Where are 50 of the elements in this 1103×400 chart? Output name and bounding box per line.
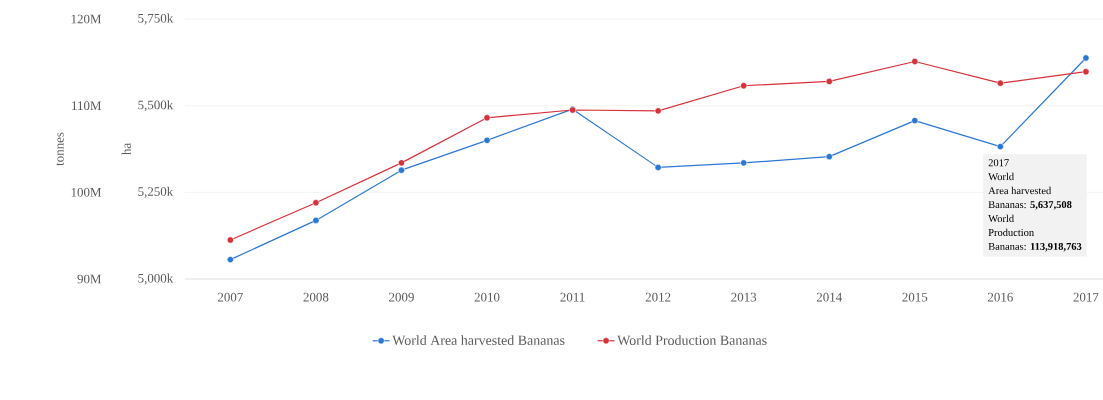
point — [1082, 68, 1090, 76]
y-tick-label: 110M — [72, 101, 102, 111]
y2-tick-label: 5,750k — [138, 13, 174, 25]
y2-tick-label: 5,000k — [138, 273, 174, 285]
point — [654, 163, 662, 171]
legend-label: World Area harvested Bananas — [392, 335, 565, 346]
point — [740, 159, 748, 167]
point — [312, 199, 320, 207]
point — [397, 166, 405, 174]
x-tick-label: 2013 — [731, 292, 757, 302]
annotation: Bananas: 5,637,508 — [988, 201, 1072, 210]
point — [911, 57, 919, 65]
x-tick-label: 2007 — [217, 292, 243, 302]
point — [1082, 54, 1090, 62]
annotation: Production — [988, 228, 1034, 237]
annotation: Area harvested — [988, 186, 1052, 195]
y-tick-label: 120M — [71, 14, 102, 24]
y-tick-label: 100M — [71, 187, 102, 197]
y2-axis-title: ha — [121, 143, 131, 155]
point — [740, 82, 748, 90]
x-tick-label: 2009 — [389, 292, 414, 302]
point — [397, 159, 405, 167]
y2-tick-label: 5,500k — [138, 100, 174, 112]
annotation: World — [988, 172, 1014, 181]
x-tick-label: 2008 — [303, 292, 329, 302]
x-tick-label: 2010 — [474, 292, 500, 302]
point — [312, 216, 320, 224]
y-axis-title: tonnes — [56, 132, 64, 166]
point — [226, 256, 234, 264]
point — [825, 77, 833, 85]
y-tick-label: 90M — [77, 274, 102, 284]
point — [996, 79, 1004, 87]
x-tick-label: 2011 — [560, 292, 585, 302]
point — [226, 236, 234, 244]
annotation: Bananas: 113,918,763 — [988, 242, 1082, 252]
annotation: World — [988, 214, 1014, 223]
y2-tick-label: 5,250k — [138, 186, 174, 198]
point — [996, 143, 1004, 151]
x-tick-label: 2015 — [902, 292, 928, 302]
point — [483, 114, 491, 122]
point — [654, 107, 662, 115]
point — [483, 136, 491, 144]
legend-label: World Production Bananas — [617, 335, 767, 346]
point — [825, 153, 833, 161]
annotation: 2017 — [988, 159, 1009, 167]
point — [911, 117, 919, 125]
x-tick-label: 2012 — [645, 292, 671, 302]
x-tick-label: 2016 — [987, 292, 1013, 302]
x-tick-label: 2014 — [816, 292, 842, 302]
x-tick-label: 2017 — [1073, 292, 1099, 302]
